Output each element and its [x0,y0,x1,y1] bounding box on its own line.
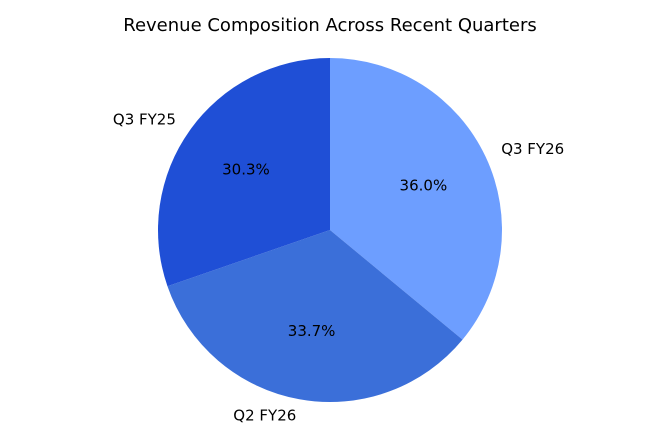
pie-slice-q3-fy25 [158,58,330,287]
pie-labels: Q3 FY26 36.0% Q2 FY26 33.7% Q3 FY25 30.3% [113,111,564,425]
slice-percent-q3-fy26: 36.0% [400,177,448,195]
pie-slices [158,58,502,402]
pie-slice-q2-fy26 [167,230,463,402]
chart-title: Revenue Composition Across Recent Quarte… [123,15,536,36]
slice-label-q3-fy26: Q3 FY26 [501,140,564,158]
pie-slice-q3-fy26 [330,58,502,340]
slice-percent-q2-fy26: 33.7% [288,322,336,340]
slice-label-q3-fy25: Q3 FY25 [113,111,176,129]
slice-label-q2-fy26: Q2 FY26 [233,407,296,425]
slice-percent-q3-fy25: 30.3% [222,161,270,179]
